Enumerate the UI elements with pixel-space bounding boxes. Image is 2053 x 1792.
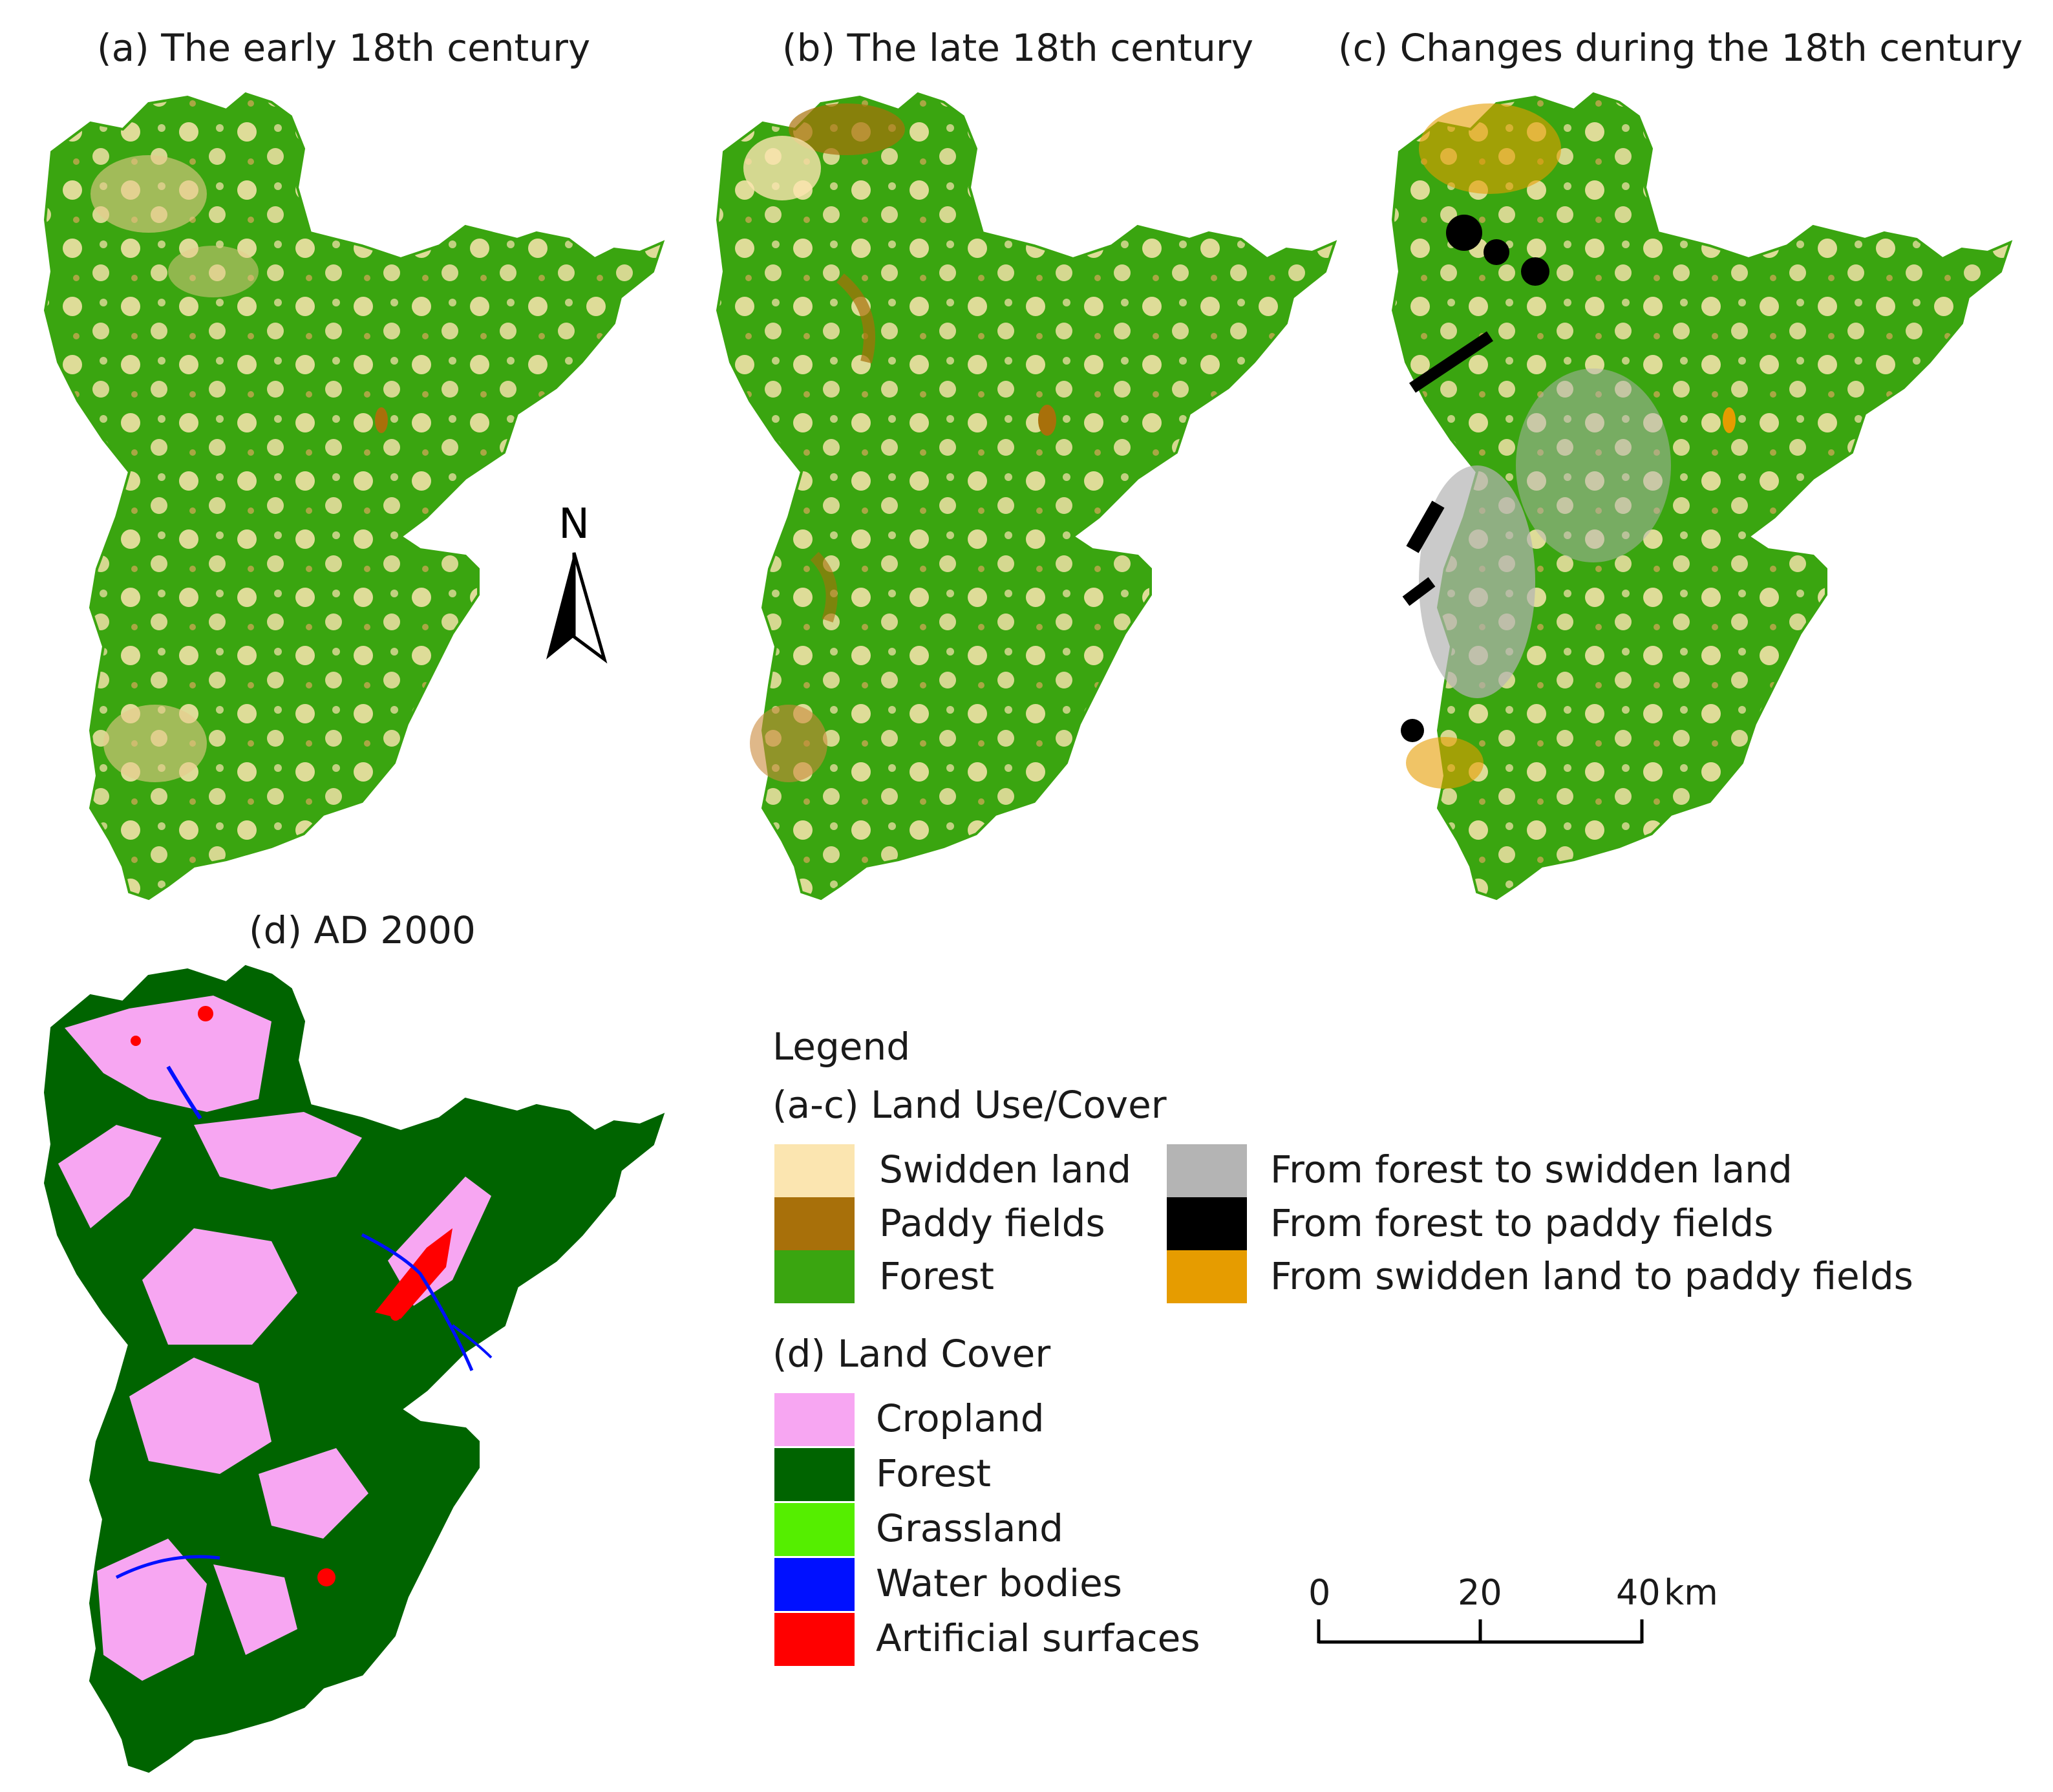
panel-b-title: (b) The late 18th century <box>782 26 1254 70</box>
legend-swatch-forest-to-swidden <box>1167 1144 1247 1197</box>
legend-label-water-bodies: Water bodies <box>876 1561 1123 1605</box>
map-panel-c <box>1392 92 2012 900</box>
legend-label-swidden-to-paddy: From swidden land to paddy fields <box>1270 1254 1913 1298</box>
legend-label-paddy-fields: Paddy fields <box>879 1201 1105 1245</box>
scale-tick-20: 20 <box>1458 1572 1502 1613</box>
legend-swatch-grassland <box>774 1503 855 1556</box>
legend-label-forest-ac: Forest <box>879 1254 994 1298</box>
panel-a-title: (a) The early 18th century <box>97 26 591 70</box>
scale-unit: km <box>1664 1572 1718 1613</box>
map-panel-b <box>716 92 1336 900</box>
legend-label-forest-d: Forest <box>876 1451 991 1495</box>
legend-label-cropland: Cropland <box>876 1396 1045 1440</box>
legend-swatch-paddy-fields <box>774 1197 855 1250</box>
panel-c-title: (c) Changes during the 18th century <box>1338 26 2023 70</box>
legend-label-forest-to-swidden: From forest to swidden land <box>1270 1147 1792 1191</box>
legend-section-d-title: (d) Land Cover <box>772 1332 1051 1376</box>
map-panel-d <box>44 965 664 1773</box>
panel-d-title: (d) AD 2000 <box>249 908 476 952</box>
legend-title: Legend <box>772 1025 911 1069</box>
scale-tick-0: 0 <box>1308 1572 1331 1613</box>
legend-label-grassland: Grassland <box>876 1506 1063 1550</box>
legend-section-ac-title: (a-c) Land Use/Cover <box>772 1083 1167 1127</box>
legend-swatch-forest-to-paddy <box>1167 1197 1247 1250</box>
legend-swatch-forest-d <box>774 1448 855 1501</box>
legend-swatch-artificial-surfaces <box>774 1613 855 1666</box>
legend-swatch-swidden-to-paddy <box>1167 1250 1247 1303</box>
scale-tick-40: 40 <box>1616 1572 1661 1613</box>
map-panel-a <box>44 92 664 900</box>
legend-label-artificial-surfaces: Artificial surfaces <box>876 1616 1200 1660</box>
legend-swatch-cropland <box>774 1393 855 1446</box>
legend-label-forest-to-paddy: From forest to paddy fields <box>1270 1201 1774 1245</box>
north-arrow-icon <box>546 552 608 664</box>
legend-label-swidden-land: Swidden land <box>879 1147 1132 1191</box>
legend-swatch-water-bodies <box>774 1558 855 1611</box>
legend-swatch-forest-ac <box>774 1250 855 1303</box>
legend-swatch-swidden-land <box>774 1144 855 1197</box>
north-arrow-label: N <box>558 500 590 548</box>
scale-bar <box>1317 1619 1644 1644</box>
